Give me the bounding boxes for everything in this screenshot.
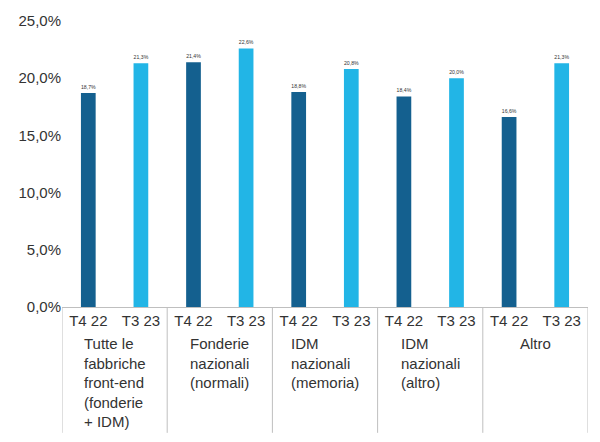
svg-text:20,8%: 20,8% [344,60,359,66]
svg-text:5,0%: 5,0% [27,241,61,258]
svg-text:25,0%: 25,0% [18,12,61,29]
svg-text:20,0%: 20,0% [449,69,464,75]
svg-text:IDMnazionali(altro): IDMnazionali(altro) [401,335,460,391]
svg-text:T3 23: T3 23 [543,312,581,329]
svg-text:21,4%: 21,4% [186,53,201,59]
svg-text:18,4%: 18,4% [397,87,412,93]
svg-text:T3 23: T3 23 [227,312,265,329]
svg-text:T3 23: T3 23 [122,312,160,329]
svg-text:21,3%: 21,3% [554,54,569,60]
svg-text:18,7%: 18,7% [81,84,96,90]
svg-text:22,6%: 22,6% [239,39,254,45]
svg-text:20,0%: 20,0% [18,69,61,86]
svg-text:18,8%: 18,8% [291,83,306,89]
svg-text:16,6%: 16,6% [502,108,517,114]
svg-text:IDMnazionali(memoria): IDMnazionali(memoria) [291,335,359,391]
svg-text:Tutte lefabbrichefront-end(fon: Tutte lefabbrichefront-end(fonderie+ IDM… [84,335,146,430]
svg-text:T3 23: T3 23 [332,312,370,329]
svg-text:21,3%: 21,3% [134,54,149,60]
svg-text:10,0%: 10,0% [18,184,61,201]
svg-text:T4 22: T4 22 [69,312,107,329]
svg-text:0,0%: 0,0% [27,298,61,315]
svg-text:T4 22: T4 22 [280,312,318,329]
svg-text:Altro: Altro [520,335,551,352]
svg-text:Fonderienazionali(normali): Fonderienazionali(normali) [190,335,249,391]
svg-text:T4 22: T4 22 [174,312,212,329]
svg-text:T4 22: T4 22 [490,312,528,329]
svg-text:T4 22: T4 22 [385,312,423,329]
svg-text:15,0%: 15,0% [18,127,61,144]
svg-text:T3 23: T3 23 [437,312,475,329]
